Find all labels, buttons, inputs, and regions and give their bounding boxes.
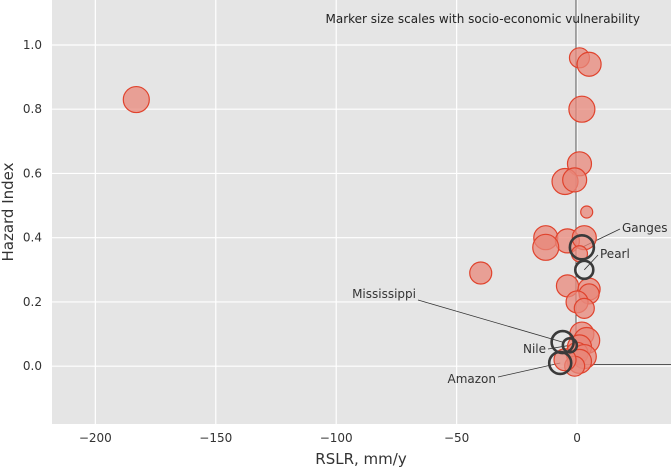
annotation-pearl: Pearl — [600, 247, 630, 261]
data-point — [573, 297, 595, 319]
y-tick-label: 0.2 — [23, 295, 42, 309]
data-point — [122, 85, 150, 114]
y-axis-label: Hazard Index — [0, 162, 17, 261]
grid — [52, 0, 671, 424]
highlighted-point-nile — [561, 337, 579, 354]
x-tick-label: −100 — [320, 431, 353, 445]
data-point — [576, 51, 602, 77]
data-point — [562, 167, 588, 193]
chart-note: Marker size scales with socio-economic v… — [325, 12, 640, 26]
y-tick-label: 1.0 — [23, 38, 42, 52]
x-tick-labels: −200 −150 −100 −50 0 — [79, 431, 581, 445]
highlighted-point-pearl — [573, 259, 595, 281]
data-point — [469, 261, 493, 285]
x-tick-label: −150 — [199, 431, 232, 445]
annotation-nile: Nile — [523, 342, 546, 356]
annotation-mississippi: Mississippi — [352, 287, 416, 301]
highlighted-point-amazon — [547, 350, 573, 376]
leader-line-mississippi — [417, 299, 563, 343]
y-tick-label: 0.8 — [23, 102, 42, 116]
y-tick-label: 0.4 — [23, 231, 42, 245]
x-tick-label: 0 — [573, 431, 581, 445]
x-tick-label: −50 — [444, 431, 469, 445]
y-tick-label: 0.0 — [23, 359, 42, 373]
highlighted-points — [547, 234, 596, 376]
data-point — [532, 233, 560, 261]
data-point — [580, 205, 594, 219]
y-tick-labels: 0.0 0.2 0.4 0.6 0.8 1.0 — [23, 38, 42, 373]
leader-line-nile — [547, 344, 570, 350]
highlighted-point-ganges — [568, 234, 596, 261]
x-tick-label: −200 — [79, 431, 112, 445]
annotation-ganges: Ganges — [622, 221, 668, 235]
annotation-amazon: Amazon — [448, 372, 497, 386]
data-point — [568, 95, 596, 123]
x-axis-label: RSLR, mm/y — [315, 450, 407, 467]
y-tick-label: 0.6 — [23, 166, 42, 180]
